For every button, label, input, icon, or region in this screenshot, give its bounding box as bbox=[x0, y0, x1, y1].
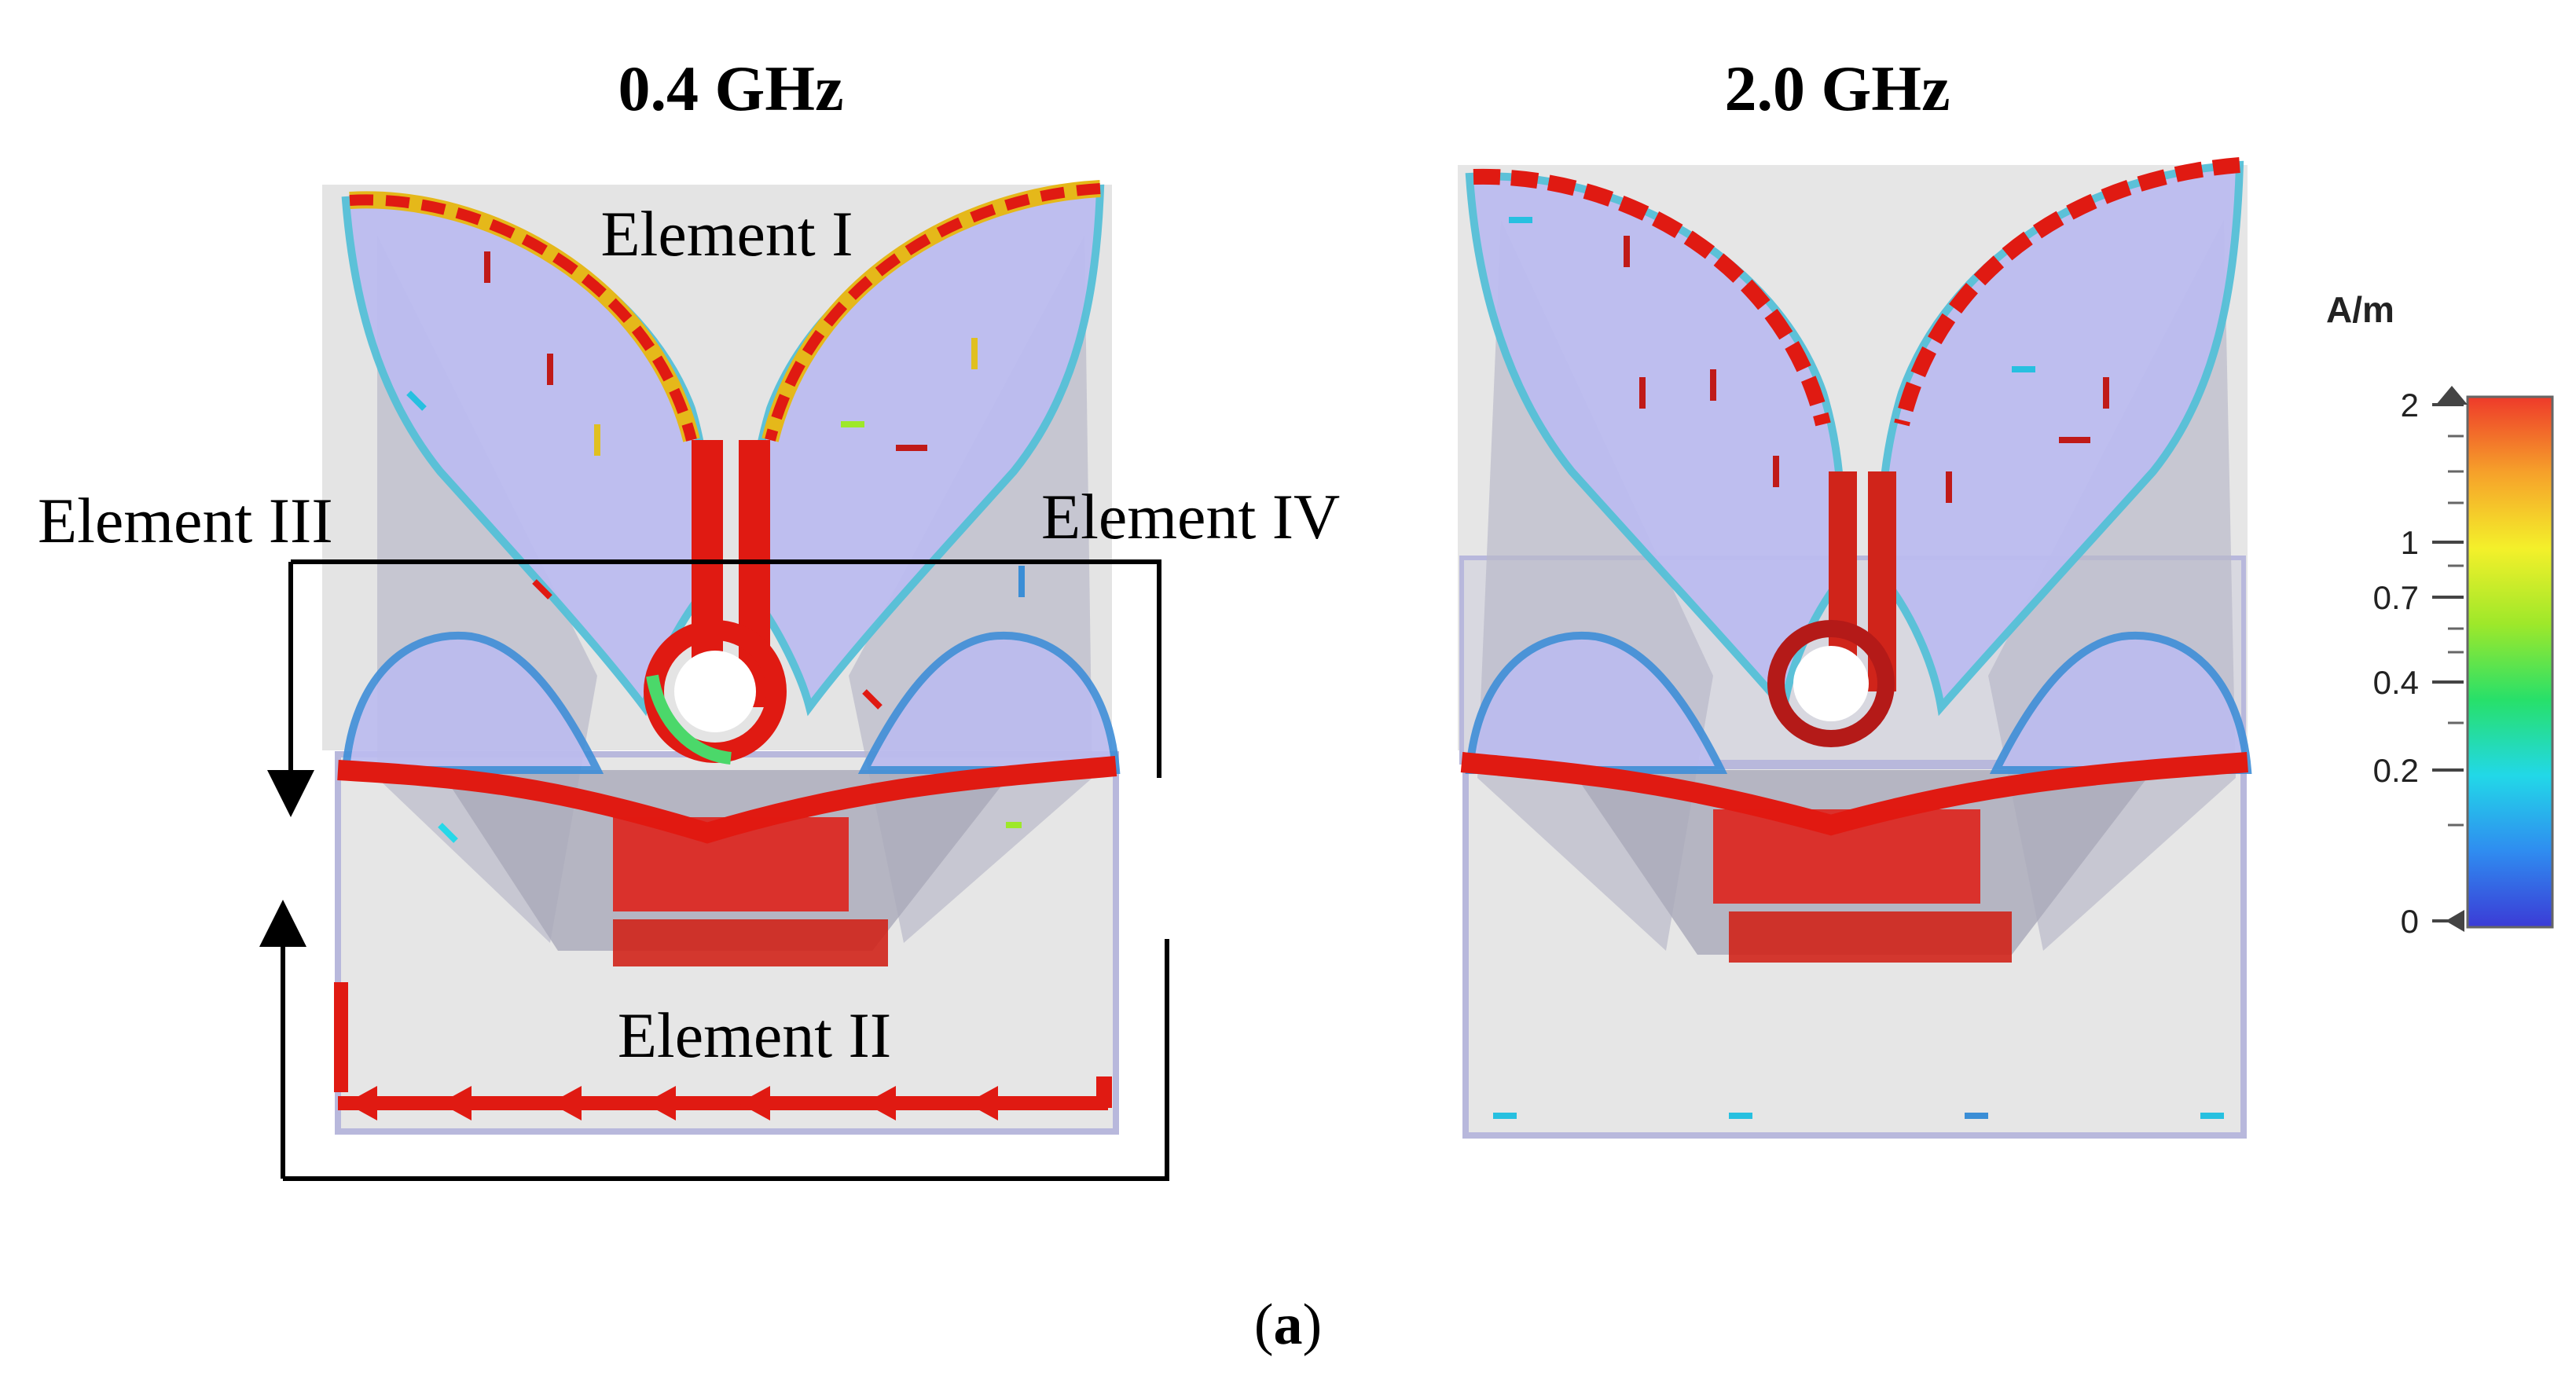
panel-0p4ghz: 0.4 GHz bbox=[38, 53, 1340, 1181]
colorbar: A/m 2 1 0.7 0.4 0.2 0 bbox=[2326, 289, 2554, 940]
current-feed-cluster bbox=[613, 817, 849, 911]
current-top-edge-left-red bbox=[349, 194, 697, 442]
current-top-edge-right-red bbox=[765, 183, 1101, 442]
label-element-iv: Element IV bbox=[1041, 481, 1340, 552]
current-feed-cluster-2 bbox=[613, 919, 888, 966]
patch-lobe-left bbox=[341, 631, 604, 774]
current-feed-cluster bbox=[1713, 809, 1980, 904]
panel-title: 2.0 GHz bbox=[1725, 53, 1950, 124]
patch-lobe-right bbox=[857, 631, 1121, 774]
patch-lobe-right bbox=[1989, 631, 2252, 774]
current-feed-cluster-2 bbox=[1729, 911, 2012, 963]
colorbar-tick-label: 2 bbox=[2401, 387, 2419, 424]
panel-title: 0.4 GHz bbox=[618, 53, 844, 124]
panel-2p0ghz: 2.0 GHz bbox=[1458, 53, 2252, 1139]
element-bracket bbox=[259, 559, 1169, 1181]
label-element-ii: Element II bbox=[618, 999, 891, 1071]
caption-close: ) bbox=[1303, 1293, 1323, 1357]
colorbar-tick-label: 0.7 bbox=[2373, 579, 2419, 616]
colorbar-tick-label: 0.2 bbox=[2373, 752, 2419, 789]
colorbar-tick-label: 0.4 bbox=[2373, 664, 2419, 701]
label-element-i: Element I bbox=[600, 198, 853, 270]
current-ring-highlight bbox=[646, 674, 732, 765]
current-top-edge-left bbox=[1473, 168, 1831, 427]
colorbar-max-marker bbox=[2436, 386, 2468, 405]
colorbar-tick-label: 0 bbox=[2401, 903, 2419, 940]
feed-ring bbox=[1767, 620, 1895, 747]
figure-caption: (a) bbox=[1254, 1293, 1322, 1357]
label-element-iii: Element III bbox=[38, 485, 333, 556]
caption-open: ( bbox=[1254, 1293, 1274, 1357]
scatter-arrows bbox=[1493, 217, 2224, 1119]
scatter-arrows bbox=[406, 251, 1025, 843]
ground-arrows bbox=[334, 982, 1112, 1120]
colorbar-bar bbox=[2466, 395, 2554, 929]
colorbar-ticks: 2 1 0.7 0.4 0.2 0 bbox=[2373, 387, 2464, 940]
colorbar-unit: A/m bbox=[2326, 289, 2394, 330]
feed-ring-inner bbox=[674, 651, 756, 732]
feed-ring-inner bbox=[1793, 646, 1869, 721]
colorbar-min-marker bbox=[2446, 910, 2464, 932]
colorbar-tick-label: 1 bbox=[2401, 524, 2419, 561]
caption-letter: a bbox=[1274, 1293, 1303, 1357]
patch-lobe-left bbox=[1465, 631, 1728, 774]
current-top-edge-right bbox=[1894, 157, 2240, 427]
